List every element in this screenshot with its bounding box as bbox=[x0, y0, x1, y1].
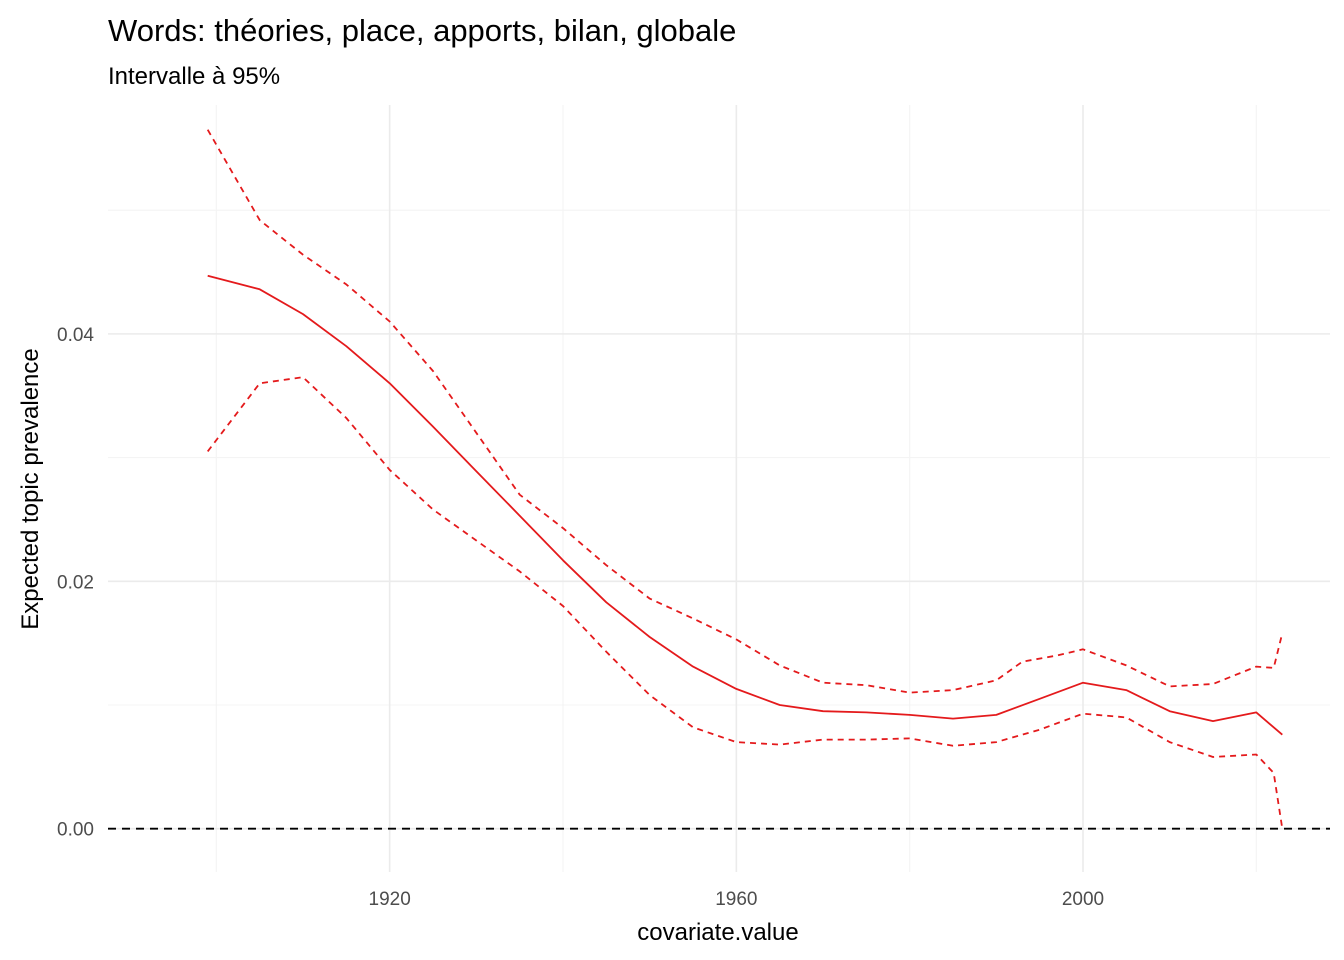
y-axis-title: Expected topic prevalence bbox=[17, 348, 44, 630]
plot-area: 1920 1960 2000 0.00 0.02 0.04 bbox=[57, 105, 1330, 910]
x-tick-label: 1960 bbox=[715, 889, 757, 910]
series-line-lower bbox=[206, 376, 1284, 829]
series-line-estimate bbox=[207, 274, 1283, 736]
series-line-upper bbox=[206, 129, 1284, 694]
y-tick-label: 0.00 bbox=[57, 820, 94, 841]
chart-subtitle: Intervalle à 95% bbox=[108, 63, 280, 90]
x-axis-title: covariate.value bbox=[637, 919, 798, 946]
chart-title: Words: théories, place, apports, bilan, … bbox=[108, 13, 736, 48]
y-tick-label: 0.04 bbox=[57, 325, 94, 346]
y-tick-label: 0.02 bbox=[57, 572, 94, 593]
x-tick-label: 2000 bbox=[1062, 889, 1104, 910]
x-tick-label: 1920 bbox=[369, 889, 411, 910]
